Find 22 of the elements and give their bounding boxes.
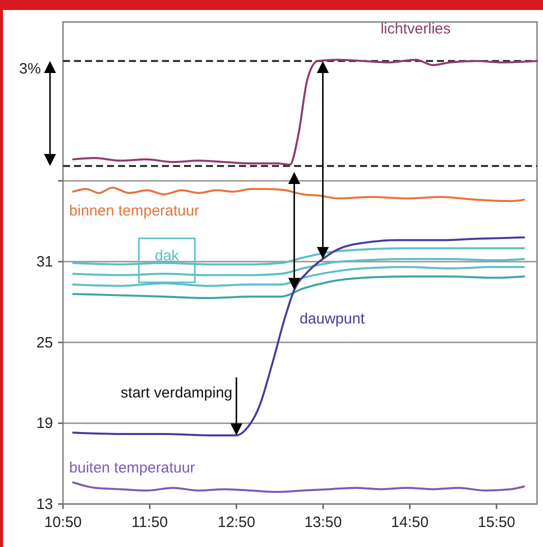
y-tick-label: 13 xyxy=(36,496,53,513)
series-label: dak xyxy=(154,247,180,264)
x-tick-label: 13:50 xyxy=(304,514,342,531)
x-tick-label: 12:50 xyxy=(218,514,256,531)
series-label: binnen temperatuur xyxy=(69,202,200,220)
line-series xyxy=(72,58,538,166)
x-tick-label: 11:50 xyxy=(131,514,168,531)
x-tick-label: 14:50 xyxy=(391,514,429,531)
series-label: lichtverlies xyxy=(380,20,451,38)
x-tick-label: 10:50 xyxy=(44,514,82,531)
y-tick-label: 25 xyxy=(36,334,53,352)
line-series xyxy=(72,275,525,300)
line-series xyxy=(72,186,525,202)
y-tick-label: 19 xyxy=(36,415,53,432)
line-series xyxy=(72,481,525,493)
line-series xyxy=(72,236,525,436)
series-label: buiten temperatuur xyxy=(69,459,196,476)
x-tick-label: 15:50 xyxy=(478,514,516,531)
y-tick-label: 31 xyxy=(36,254,53,271)
series-label: dauwpunt xyxy=(300,310,366,328)
annotation: start verdamping xyxy=(120,384,232,402)
text: 3% xyxy=(19,60,41,78)
